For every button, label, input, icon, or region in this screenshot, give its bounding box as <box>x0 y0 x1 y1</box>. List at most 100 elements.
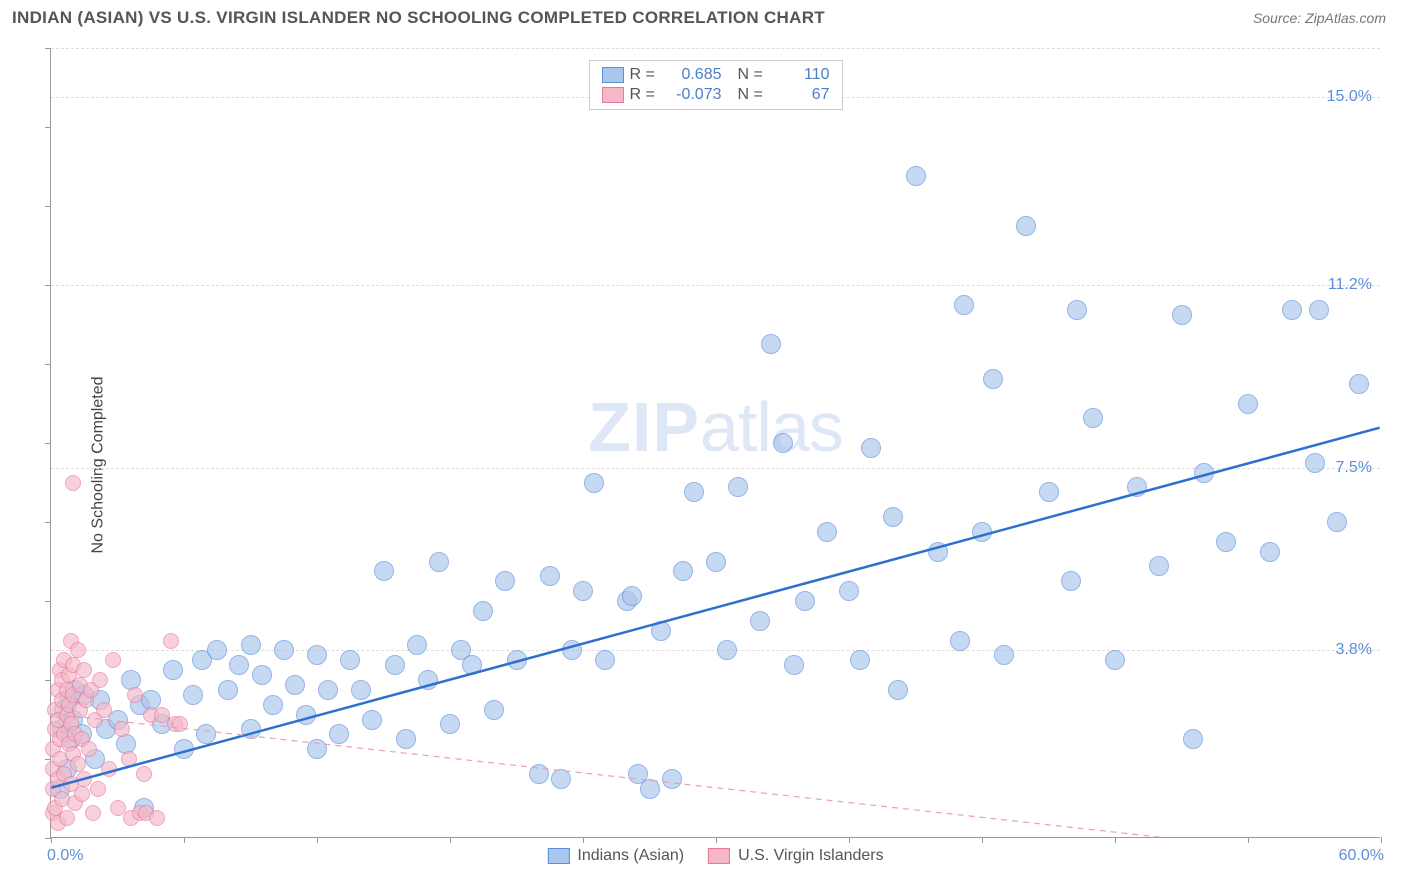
y-tick <box>45 364 51 365</box>
data-point <box>817 522 837 542</box>
watermark: ZIPatlas <box>588 387 843 467</box>
data-point <box>983 369 1003 389</box>
data-point <box>318 680 338 700</box>
data-point <box>1349 374 1369 394</box>
y-tick-label: 7.5% <box>1336 459 1372 477</box>
data-point <box>1327 512 1347 532</box>
data-point <box>241 635 261 655</box>
data-point <box>429 552 449 572</box>
data-point <box>839 581 859 601</box>
x-axis-max-label: 60.0% <box>1339 847 1384 865</box>
data-point <box>90 781 106 797</box>
data-point <box>218 680 238 700</box>
y-tick <box>45 285 51 286</box>
data-point <box>92 672 108 688</box>
data-point <box>1172 305 1192 325</box>
data-point <box>418 670 438 690</box>
data-point <box>1039 482 1059 502</box>
correlation-legend: R = 0.685 N = 110 R = -0.073 N = 67 <box>589 60 843 110</box>
data-point <box>484 700 504 720</box>
data-point <box>1183 729 1203 749</box>
data-point <box>114 721 130 737</box>
data-point <box>127 687 143 703</box>
data-point <box>396 729 416 749</box>
data-point <box>1216 532 1236 552</box>
data-point <box>761 334 781 354</box>
data-point <box>994 645 1014 665</box>
source-attribution: Source: ZipAtlas.com <box>1253 10 1386 26</box>
data-point <box>1061 571 1081 591</box>
data-point <box>954 295 974 315</box>
data-point <box>1282 300 1302 320</box>
data-point <box>229 655 249 675</box>
data-point <box>296 705 316 725</box>
data-point <box>595 650 615 670</box>
y-tick <box>45 443 51 444</box>
data-point <box>773 433 793 453</box>
x-tick <box>1248 837 1249 843</box>
data-point <box>385 655 405 675</box>
y-tick-label: 3.8% <box>1336 641 1372 659</box>
data-point <box>529 764 549 784</box>
swatch-indians <box>547 848 569 864</box>
data-point <box>74 786 90 802</box>
x-tick <box>450 837 451 843</box>
data-point <box>462 655 482 675</box>
data-point <box>149 810 165 826</box>
legend-row-indians: R = 0.685 N = 110 <box>602 65 830 85</box>
data-point <box>728 477 748 497</box>
data-point <box>1305 453 1325 473</box>
data-point <box>81 741 97 757</box>
data-point <box>883 507 903 527</box>
data-point <box>274 640 294 660</box>
data-point <box>362 710 382 730</box>
data-point <box>252 665 272 685</box>
data-point <box>473 601 493 621</box>
data-point <box>1260 542 1280 562</box>
data-point <box>622 586 642 606</box>
data-point <box>121 751 137 767</box>
data-point <box>717 640 737 660</box>
data-point <box>784 655 804 675</box>
data-point <box>183 685 203 705</box>
x-tick <box>982 837 983 843</box>
data-point <box>96 702 112 718</box>
plot-area: ZIPatlas R = 0.685 N = 110 R = -0.073 N … <box>50 48 1380 838</box>
data-point <box>684 482 704 502</box>
data-point <box>174 739 194 759</box>
x-tick <box>317 837 318 843</box>
data-point <box>584 473 604 493</box>
data-point <box>662 769 682 789</box>
data-point <box>65 475 81 491</box>
data-point <box>70 756 86 772</box>
y-tick <box>45 601 51 602</box>
gridline <box>51 48 1380 49</box>
data-point <box>495 571 515 591</box>
legend-item-indians: Indians (Asian) <box>547 847 684 865</box>
x-tick <box>583 837 584 843</box>
y-tick <box>45 127 51 128</box>
series-legend: Indians (Asian) U.S. Virgin Islanders <box>547 847 883 865</box>
data-point <box>1067 300 1087 320</box>
y-tick <box>45 759 51 760</box>
gridline <box>51 285 1380 286</box>
x-tick <box>716 837 717 843</box>
data-point <box>972 522 992 542</box>
swatch-usvi <box>602 87 624 103</box>
data-point <box>1149 556 1169 576</box>
data-point <box>888 680 908 700</box>
swatch-usvi <box>708 848 730 864</box>
y-tick <box>45 48 51 49</box>
data-point <box>307 739 327 759</box>
data-point <box>750 611 770 631</box>
data-point <box>1194 463 1214 483</box>
data-point <box>1309 300 1329 320</box>
x-axis-min-label: 0.0% <box>47 847 83 865</box>
data-point <box>906 166 926 186</box>
swatch-indians <box>602 67 624 83</box>
data-point <box>795 591 815 611</box>
data-point <box>551 769 571 789</box>
data-point <box>861 438 881 458</box>
y-tick <box>45 522 51 523</box>
chart-container: No Schooling Completed ZIPatlas R = 0.68… <box>0 38 1406 892</box>
